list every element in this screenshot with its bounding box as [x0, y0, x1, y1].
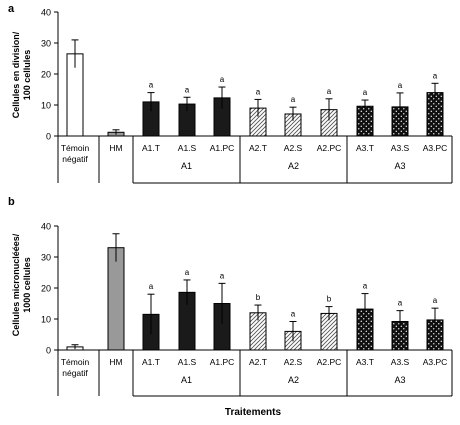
panel-a-category-label: A1.S: [178, 143, 197, 153]
panel-b-significance-letter: a: [363, 282, 368, 291]
panel-b-y-tick-label: 40: [41, 222, 51, 232]
panel-b-group-label: A2: [288, 375, 299, 385]
panel-a-category-label: HM: [109, 143, 122, 153]
panel-a-letter: a: [8, 3, 15, 15]
panel-b-significance-letter: a: [291, 309, 296, 318]
panel-b-category-label: A2.S: [284, 357, 303, 367]
panel-a-significance-letter: a: [256, 87, 261, 96]
panel-b-category-label: A3.S: [391, 357, 410, 367]
panel-b-category-label: A3.T: [356, 357, 374, 367]
panel-b-significance-letter: a: [433, 296, 438, 305]
panel-b-category-label: HM: [109, 357, 122, 367]
panel-b-significance-letter: a: [220, 271, 225, 280]
panel-a-group-label: A1: [181, 161, 192, 171]
panel-b-y-tick-label: 0: [46, 346, 51, 356]
panel-b-significance-letter: a: [185, 268, 190, 277]
panel-a-significance-letter: a: [398, 81, 403, 90]
panel-b-ylabel-line1: Cellules micronucléées/: [11, 233, 21, 336]
panel-a-category-label: A2.PC: [317, 143, 342, 153]
panel-a-category-label: Témoin: [61, 143, 90, 153]
panel-b-letter: b: [8, 196, 15, 208]
panel-a-y-tick-label: 20: [41, 70, 51, 80]
panel-b-group-label: A3: [394, 375, 405, 385]
panel-a-y-tick-label: 10: [41, 101, 51, 111]
panel-a-significance-letter: a: [363, 88, 368, 97]
panel-a-ylabel-line2: 100 cellules: [22, 50, 32, 101]
panel-a-category-label: A2.T: [249, 143, 267, 153]
panel-a-y-tick-label: 40: [41, 8, 51, 18]
panel-b-ylabel-line2: 1000 cellules: [22, 257, 32, 313]
panel-b-y-tick-label: 30: [41, 253, 51, 263]
panel-a-category-label: A3.PC: [423, 143, 448, 153]
panel-b-group-label: A1: [181, 375, 192, 385]
panel-a-category-label: A1.PC: [210, 143, 235, 153]
panel-a-ylabel-line1: Cellules en division/: [11, 31, 21, 118]
panel-b-significance-letter: a: [398, 299, 403, 308]
panel-b-category-label: A2.PC: [317, 357, 342, 367]
panel-a-significance-letter: a: [433, 71, 438, 80]
panel-a-category-label: A1.T: [142, 143, 160, 153]
panel-b-significance-letter: a: [149, 282, 154, 291]
panel-b-category-label: négatif: [62, 368, 88, 378]
x-axis-title: Traitements: [225, 407, 282, 418]
panel-a-category-label: A3.S: [391, 143, 410, 153]
panel-a-significance-letter: a: [149, 81, 154, 90]
panel-b-category-label: Témoin: [61, 357, 90, 367]
panel-b-bar: [107, 247, 125, 351]
panel-b-significance-letter: b: [327, 295, 332, 304]
panel-b-y-tick-label: 20: [41, 284, 51, 294]
panel-a-category-label: A3.T: [356, 143, 374, 153]
panel-a-group-label: A3: [394, 161, 405, 171]
panel-a-y-tick-label: 30: [41, 39, 51, 49]
panel-b-category-label: A3.PC: [423, 357, 448, 367]
panel-a-group-label: A2: [288, 161, 299, 171]
panel-a-category-label: négatif: [62, 154, 88, 164]
panel-a-significance-letter: a: [185, 85, 190, 94]
panel-b-y-tick-label: 10: [41, 315, 51, 325]
panel-a-y-tick-label: 0: [46, 132, 51, 142]
panel-b-significance-letter: b: [256, 293, 261, 302]
panel-a-category-label: A2.S: [284, 143, 303, 153]
panel-b-category-label: A2.T: [249, 357, 267, 367]
panel-b-category-label: A1.S: [178, 357, 197, 367]
panel-a-significance-letter: a: [220, 75, 225, 84]
panel-b-category-label: A1.T: [142, 357, 160, 367]
panel-a-significance-letter: a: [291, 95, 296, 104]
panel-b-category-label: A1.PC: [210, 357, 235, 367]
panel-a-significance-letter: a: [327, 87, 332, 96]
